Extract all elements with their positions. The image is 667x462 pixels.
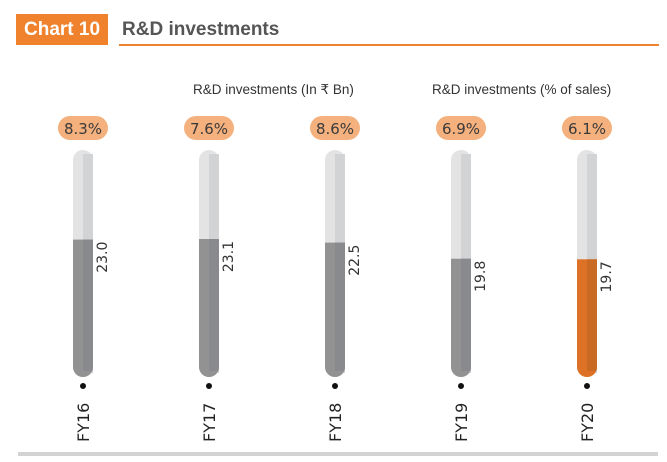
category-dot <box>584 383 590 389</box>
category-label-fy18: FY18 <box>326 403 345 442</box>
category-dot <box>206 383 212 389</box>
pct-label-fy19: 6.9% <box>442 120 480 138</box>
value-label-fy19: 19.8 <box>473 261 489 292</box>
chart-title: R&D investments <box>122 19 280 40</box>
pct-label-fy20: 6.1% <box>568 120 606 138</box>
value-label-fy20: 19.7 <box>599 261 615 292</box>
bar-shade-fy19 <box>461 258 471 371</box>
bottom-divider <box>18 452 658 456</box>
pct-pill <box>184 116 234 140</box>
pct-pill <box>562 116 612 140</box>
title-underline <box>119 44 659 46</box>
category-label-fy17: FY17 <box>200 403 219 442</box>
value-label-fy16: 23.0 <box>95 242 111 273</box>
category-dot <box>80 383 86 389</box>
bar-shade-fy18 <box>335 242 345 371</box>
legend-series-percent: R&D investments (% of sales) <box>432 82 612 97</box>
category-dot <box>458 383 464 389</box>
value-label-fy17: 23.1 <box>221 241 237 272</box>
pct-label-fy17: 7.6% <box>190 120 228 138</box>
category-label-fy16: FY16 <box>74 403 93 442</box>
category-label-fy20: FY20 <box>578 403 597 442</box>
category-dot <box>332 383 338 389</box>
category-label-fy19: FY19 <box>452 403 471 442</box>
pct-pill <box>58 116 108 140</box>
pct-pill <box>436 116 486 140</box>
bar-shade-fy17 <box>209 239 219 371</box>
pct-pill <box>310 116 360 140</box>
legend-series-amount: R&D investments (In ₹ Bn) <box>193 82 354 97</box>
pct-label-fy16: 8.3% <box>64 120 102 138</box>
chart-number-badge: Chart 10 <box>16 14 109 45</box>
bar-shade-fy20 <box>587 259 597 371</box>
bar-shade-fy16 <box>83 239 93 371</box>
pct-label-fy18: 8.6% <box>316 120 354 138</box>
value-label-fy18: 22.5 <box>347 245 363 276</box>
